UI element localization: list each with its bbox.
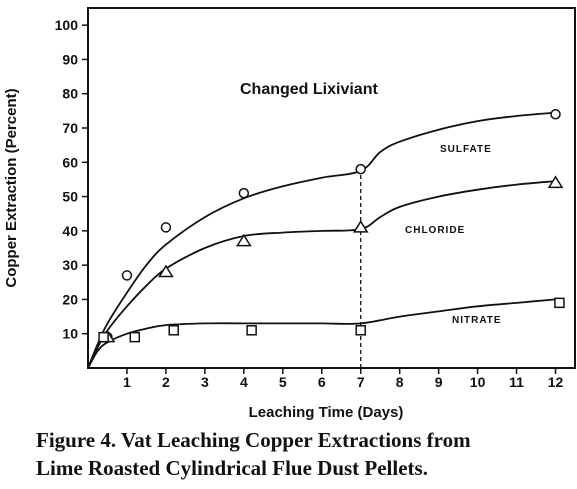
sulfate-point-5: [355, 163, 366, 175]
annotation-text: Changed Lixiviant: [240, 81, 378, 98]
x-tick-label-3: 3: [201, 374, 209, 390]
x-tick-label-11: 11: [509, 374, 524, 390]
nitrate-point-1: [98, 331, 109, 343]
sulfate-point-6: [550, 109, 561, 120]
nitrate-point-6: [554, 297, 565, 309]
nitrate-point-2: [129, 331, 141, 343]
y-tick-label-100: 100: [55, 17, 79, 33]
y-tick-label-30: 30: [62, 257, 78, 273]
x-tick-label-12: 12: [548, 374, 564, 390]
chloride-point-2: [158, 264, 174, 278]
markers-layer: [98, 109, 565, 343]
x-tick-label-2: 2: [162, 374, 170, 390]
y-tick-label-10: 10: [62, 326, 78, 342]
y-tick-label-40: 40: [62, 223, 78, 239]
chloride-point-5: [547, 175, 564, 189]
x-tick-label-1: 1: [123, 374, 131, 390]
series-label-nitrate: NITRATE: [452, 315, 502, 326]
nitrate-point-5: [355, 325, 366, 336]
y-tick-label-20: 20: [62, 291, 78, 307]
plot-frame: [87, 7, 576, 369]
x-tick-label-4: 4: [240, 374, 248, 390]
x-tick-label-5: 5: [279, 374, 287, 390]
chloride-point-4: [352, 220, 369, 233]
series-line-chloride: [87, 180, 556, 369]
curves-layer: [87, 111, 556, 369]
x-tick-label-7: 7: [357, 374, 365, 390]
series-line-nitrate: [87, 298, 556, 369]
x-axis-title: Leaching Time (Days): [249, 404, 404, 421]
series-label-chloride: CHLORIDE: [405, 225, 465, 236]
figure-caption-line-1: Figure 4. Vat Leaching Copper Extraction…: [36, 428, 471, 452]
x-tick-label-9: 9: [435, 374, 443, 390]
y-tick-label-60: 60: [62, 154, 78, 170]
series-label-sulfate: SULFATE: [440, 144, 492, 155]
series-line-sulfate: [87, 111, 556, 369]
sulfate-point-4: [238, 187, 250, 199]
y-tick-label-70: 70: [62, 120, 78, 136]
y-tick-label-50: 50: [62, 189, 78, 205]
figure-caption-line-2: Lime Roasted Cylindrical Flue Dust Pelle…: [36, 456, 428, 480]
y-axis-title: Copper Extraction (Percent): [3, 88, 20, 287]
x-tick-label-8: 8: [396, 374, 404, 390]
x-tick-label-10: 10: [470, 374, 486, 390]
sulfate-point-2: [121, 270, 133, 281]
y-tick-label-90: 90: [62, 51, 78, 67]
nitrate-point-4: [246, 325, 257, 336]
sulfate-point-3: [160, 222, 172, 233]
chloride-point-3: [235, 233, 252, 247]
y-tick-label-80: 80: [62, 86, 78, 102]
x-tick-label-6: 6: [318, 374, 326, 390]
nitrate-point-3: [168, 325, 179, 336]
